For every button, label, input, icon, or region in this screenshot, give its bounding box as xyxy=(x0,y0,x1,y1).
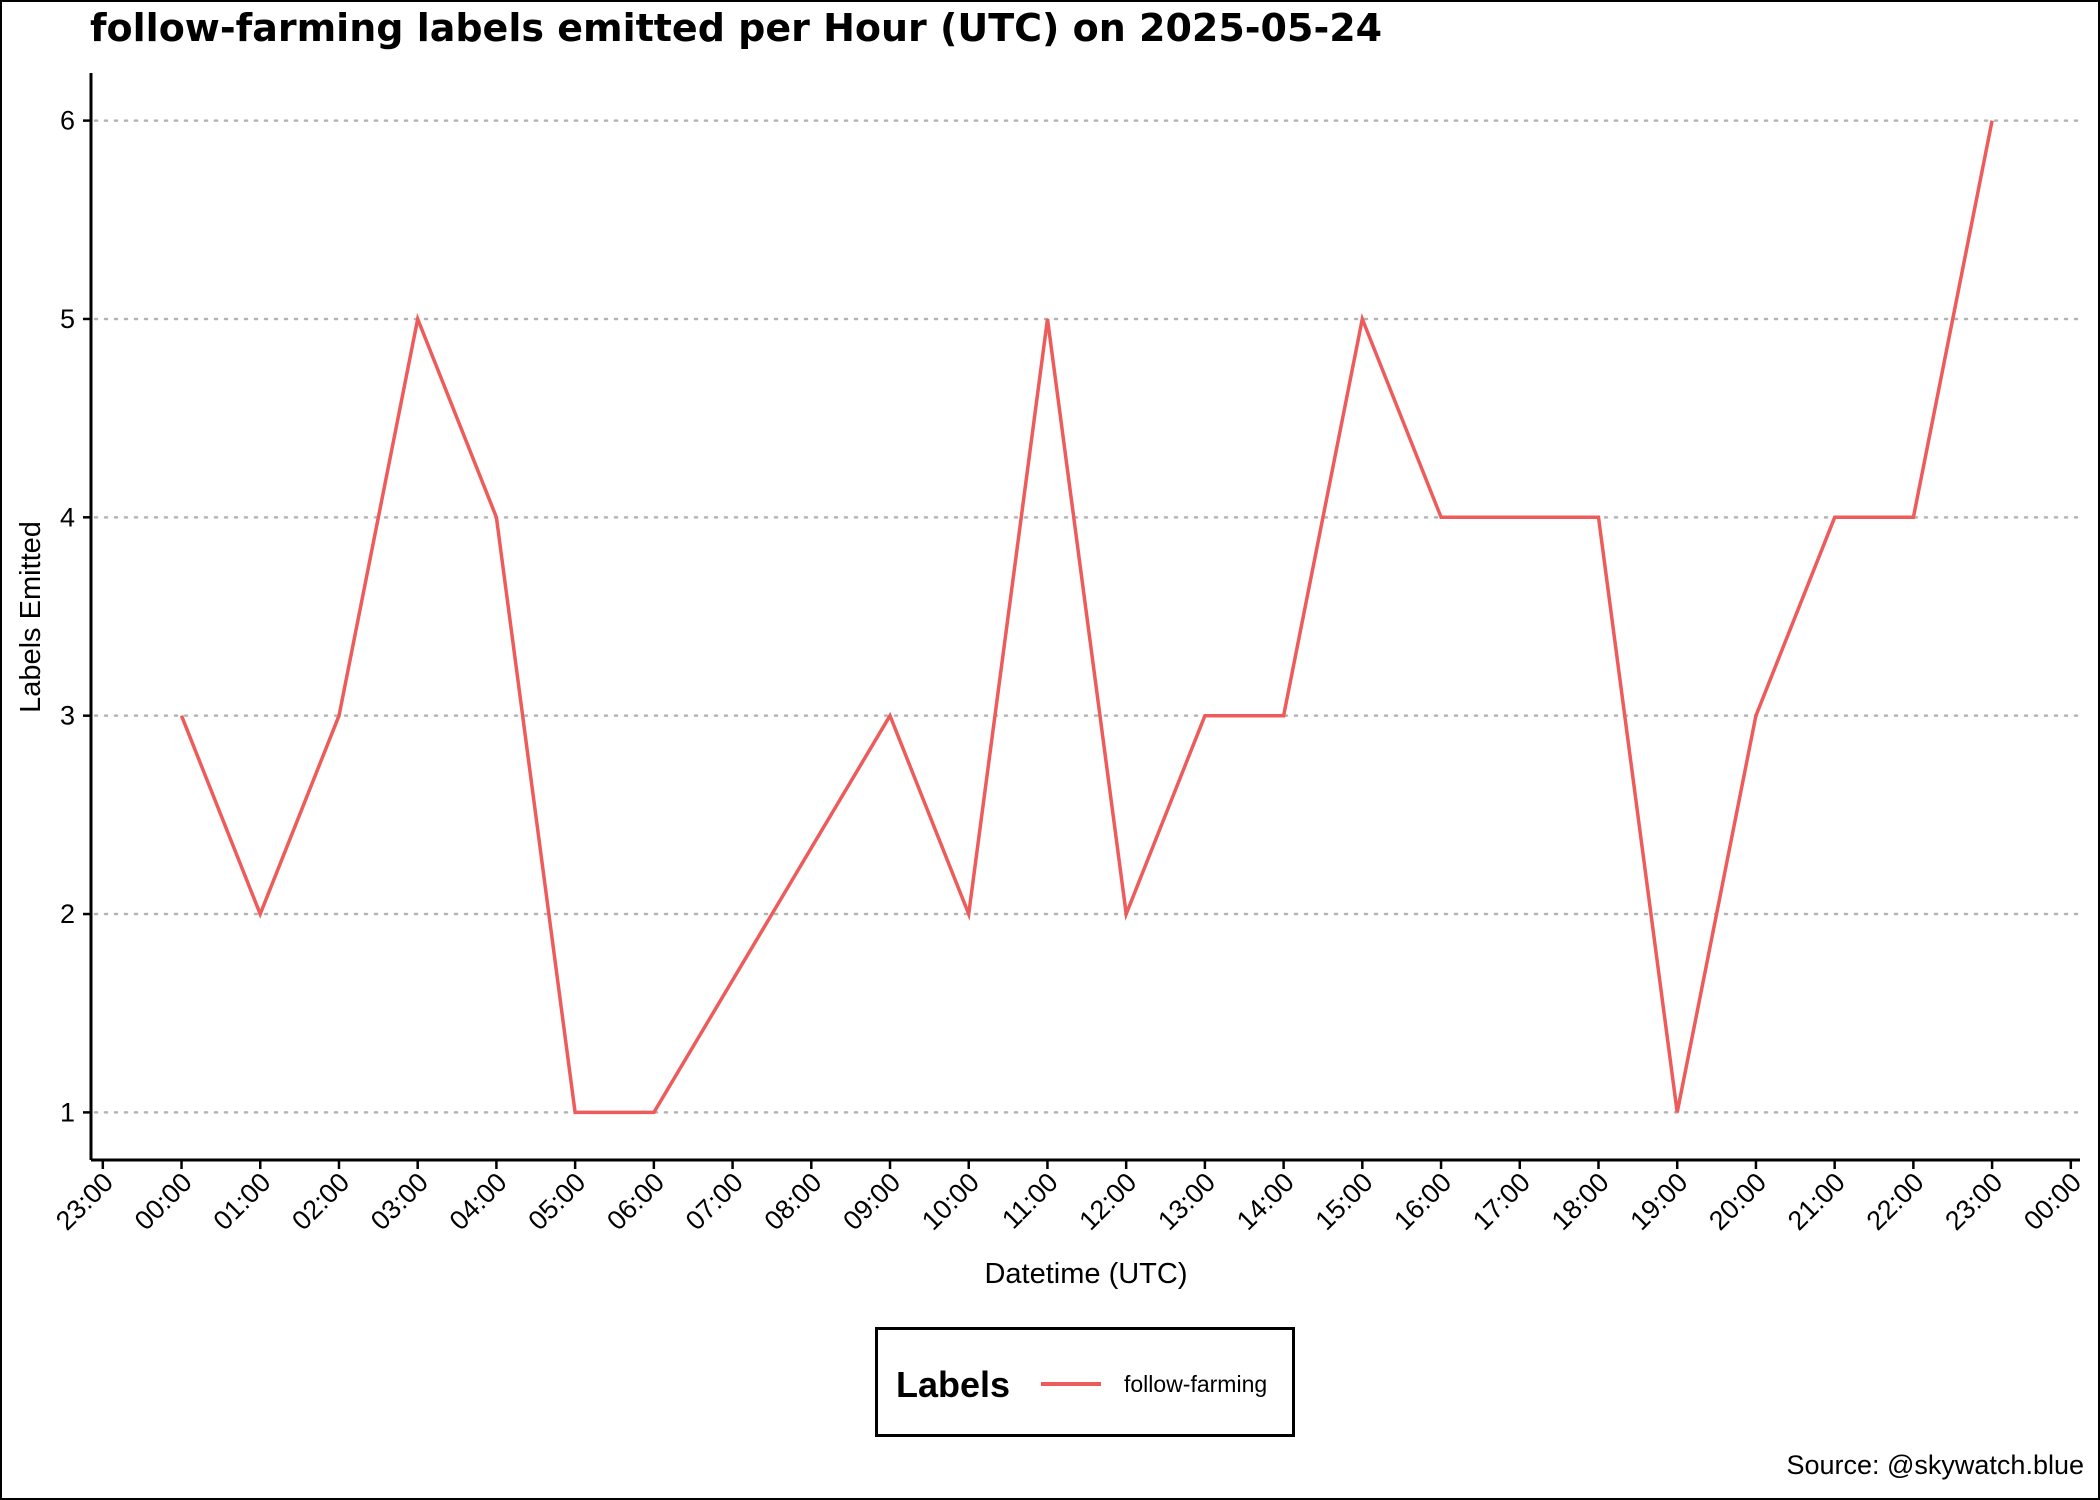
x-tick-label: 15:00 xyxy=(1310,1167,1379,1236)
y-tick-label: 4 xyxy=(60,502,75,532)
x-tick-label: 00:00 xyxy=(2018,1167,2087,1236)
y-axis-ticks: 1 2 3 4 5 6 xyxy=(60,106,91,1127)
x-tick-label: 00:00 xyxy=(129,1167,198,1236)
y-axis-title: Labels Emitted xyxy=(15,521,47,713)
gridlines xyxy=(93,119,2082,1114)
x-tick-label: 19:00 xyxy=(1624,1167,1693,1236)
legend-title: Labels xyxy=(896,1364,1011,1405)
x-tick-label: 09:00 xyxy=(837,1167,906,1236)
x-tick-label: 04:00 xyxy=(444,1167,513,1236)
x-tick-label: 02:00 xyxy=(286,1167,355,1236)
y-tick-label: 6 xyxy=(60,106,75,136)
y-tick-label: 2 xyxy=(60,899,75,929)
x-tick-label: 07:00 xyxy=(680,1167,749,1236)
x-tick-label: 01:00 xyxy=(207,1167,276,1236)
y-tick-label: 3 xyxy=(60,701,75,731)
x-axis-title: Datetime (UTC) xyxy=(984,1258,1187,1290)
source-caption: Source: @skywatch.blue xyxy=(1786,1450,2084,1480)
x-tick-label: 21:00 xyxy=(1782,1167,1851,1236)
x-tick-label: 12:00 xyxy=(1073,1167,1142,1236)
x-tick-label: 11:00 xyxy=(996,1167,1064,1235)
x-tick-label: 06:00 xyxy=(601,1167,670,1236)
x-tick-label: 05:00 xyxy=(522,1167,591,1236)
x-tick-label: 18:00 xyxy=(1546,1167,1615,1236)
x-tick-label: 03:00 xyxy=(365,1167,434,1236)
x-axis-ticks: 23:00 00:00 01:00 02:00 03:00 04:00 05:00 06:00… xyxy=(50,1160,2087,1236)
y-tick-label: 5 xyxy=(60,304,75,334)
x-tick-label: 10:00 xyxy=(916,1167,985,1236)
y-tick-label: 1 xyxy=(60,1097,75,1127)
legend-key-follow-farming xyxy=(1041,1382,1101,1386)
x-tick-label: 20:00 xyxy=(1703,1167,1772,1236)
x-tick-label: 16:00 xyxy=(1388,1167,1457,1236)
axes xyxy=(89,73,2080,1162)
x-tick-label: 17:00 xyxy=(1467,1167,1536,1236)
x-tick-label: 14:00 xyxy=(1231,1167,1300,1236)
x-tick-label: 08:00 xyxy=(759,1167,828,1236)
x-tick-label: 13:00 xyxy=(1152,1167,1221,1236)
series-line-follow-farming xyxy=(179,120,1994,1115)
series-layer xyxy=(179,120,1994,1115)
legend-label-follow-farming: follow-farming xyxy=(1124,1371,1268,1397)
x-tick-label: 23:00 xyxy=(50,1167,119,1236)
x-tick-label: 23:00 xyxy=(1939,1167,2008,1236)
x-tick-label: 22:00 xyxy=(1861,1167,1930,1236)
chart-title: follow-farming labels emitted per Hour (… xyxy=(90,6,1383,50)
legend: Labels follow-farming xyxy=(875,1327,1295,1437)
